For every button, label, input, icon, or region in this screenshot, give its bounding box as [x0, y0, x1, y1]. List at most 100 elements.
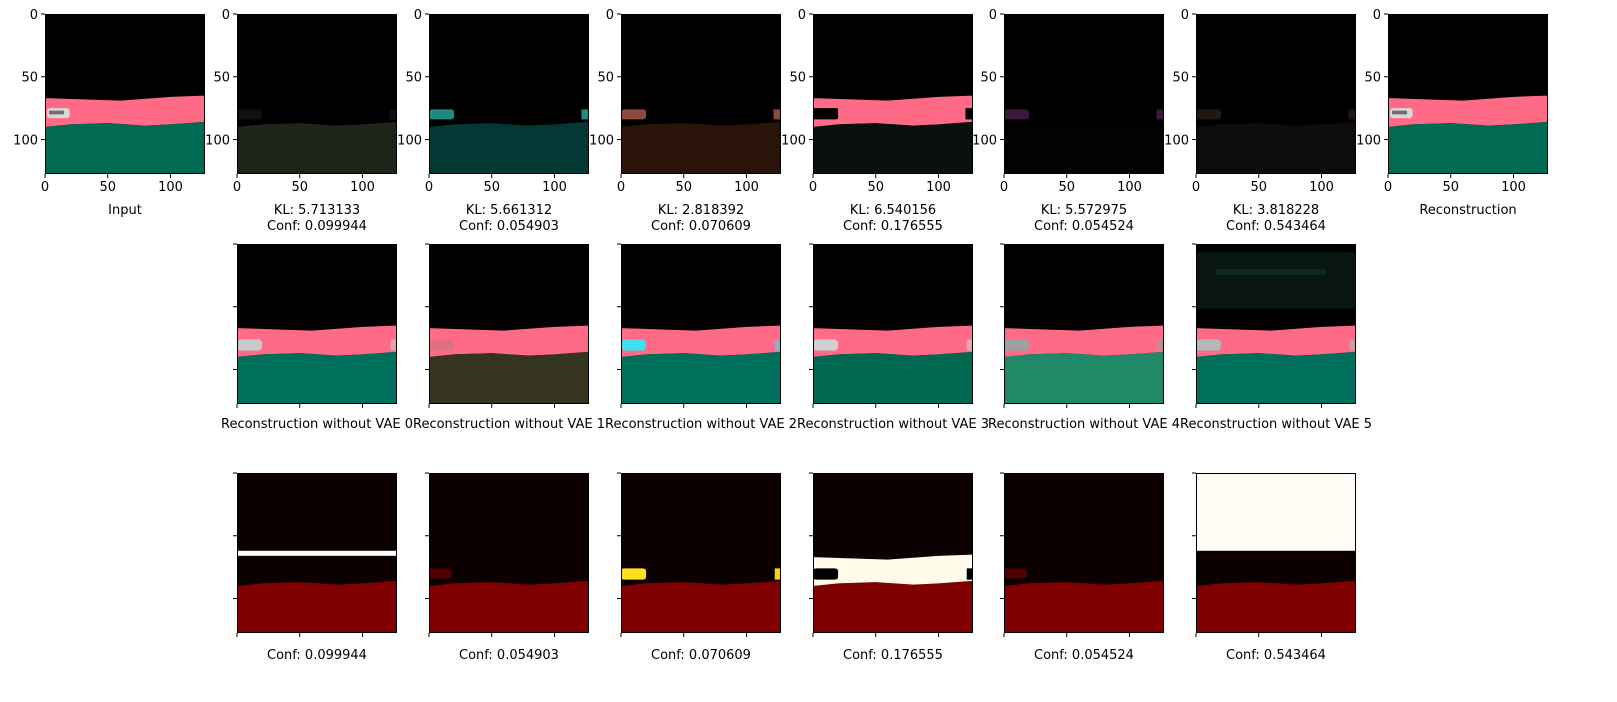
axes-frame [429, 473, 589, 633]
panel-row1-4 [813, 14, 973, 174]
x-tick-label: 100 [350, 180, 375, 195]
panel-caption: Conf: 0.070609 [651, 648, 751, 663]
x-tick-label: 0 [809, 180, 817, 195]
panel-caption: Input [108, 203, 142, 218]
axes-frame [1004, 14, 1164, 174]
panel-row1-2 [429, 14, 589, 174]
ground [1004, 580, 1164, 633]
ground [237, 121, 397, 174]
y-tick-label: 0 [30, 8, 38, 23]
panel-caption: Conf: 0.054903 [459, 648, 559, 663]
axes-frame [45, 14, 205, 174]
x-tick-label: 0 [1192, 180, 1200, 195]
car-shadow-right [966, 568, 973, 580]
axes-frame [237, 473, 397, 633]
hot-car [621, 568, 647, 580]
panel-row1-7 [1388, 14, 1548, 174]
y-tick-label: 100 [781, 133, 806, 148]
panel-caption: KL: 5.713133 [274, 203, 360, 218]
car-right [1157, 339, 1164, 351]
y-tick-label: 0 [989, 8, 997, 23]
panel-caption: Conf: 0.054903 [459, 219, 559, 234]
ground [1196, 121, 1356, 174]
panel-row1-1 [237, 14, 397, 174]
x-tick-label: 50 [99, 180, 116, 195]
panel-row2-3 [813, 244, 973, 404]
ground [813, 351, 973, 404]
panel-row2-4 [1004, 244, 1164, 404]
car-window [1392, 110, 1408, 115]
car [621, 109, 647, 120]
x-tick-label: 100 [542, 180, 567, 195]
x-tick-label: 100 [734, 180, 759, 195]
axes-frame [429, 14, 589, 174]
x-tick-label: 0 [1384, 180, 1392, 195]
road [45, 95, 205, 127]
hot-car-right [774, 568, 781, 580]
panel-caption: Reconstruction without VAE 1 [413, 417, 605, 432]
y-tick-label: 50 [405, 71, 422, 86]
car [1004, 109, 1030, 120]
noise-band [1216, 269, 1326, 275]
y-tick-label: 0 [606, 8, 614, 23]
road [621, 325, 781, 357]
axes-frame [1196, 473, 1356, 633]
x-tick-label: 0 [1000, 180, 1008, 195]
panel-caption: Reconstruction without VAE 5 [1180, 417, 1372, 432]
y-tick-label: 50 [21, 71, 38, 86]
panel-caption: KL: 3.818228 [1233, 203, 1319, 218]
road [813, 325, 973, 357]
x-tick-label: 50 [675, 180, 692, 195]
panel-caption: Reconstruction without VAE 2 [605, 417, 797, 432]
panel-row1-0 [45, 14, 205, 174]
ground [237, 351, 397, 404]
road [1004, 325, 1164, 357]
car-right [1156, 109, 1164, 120]
y-tick-label: 50 [1364, 71, 1381, 86]
ground [45, 121, 205, 174]
ground [1196, 351, 1356, 404]
panel-caption: Conf: 0.543464 [1226, 219, 1326, 234]
panel-caption: Conf: 0.176555 [843, 219, 943, 234]
ground [621, 351, 781, 404]
car [621, 339, 647, 351]
x-tick-label: 0 [425, 180, 433, 195]
panel-caption: Conf: 0.176555 [843, 648, 943, 663]
panel-row2-5 [1196, 244, 1356, 404]
axes-frame [237, 14, 397, 174]
axes-frame [429, 244, 589, 404]
panel-row3-1 [429, 473, 589, 633]
panel-caption: Reconstruction without VAE 3 [797, 417, 989, 432]
panel-caption: Reconstruction without VAE 0 [221, 417, 413, 432]
car [1196, 109, 1222, 120]
car-right [582, 339, 589, 351]
panel-caption: Conf: 0.054524 [1034, 648, 1134, 663]
x-tick-label: 50 [1058, 180, 1075, 195]
panel-caption: Conf: 0.070609 [651, 219, 751, 234]
ground [1388, 121, 1548, 174]
car [237, 339, 263, 351]
axes-frame [621, 473, 781, 633]
y-tick-label: 50 [789, 71, 806, 86]
ground [813, 121, 973, 174]
car-right [1348, 109, 1356, 120]
axes-frame [1004, 244, 1164, 404]
y-tick-label: 0 [222, 8, 230, 23]
car-right [390, 339, 397, 351]
x-tick-label: 100 [926, 180, 951, 195]
y-tick-label: 100 [972, 133, 997, 148]
ground [621, 121, 781, 174]
white-region [1196, 473, 1356, 551]
panel-row1-5 [1004, 14, 1164, 174]
ground [1004, 121, 1164, 174]
panel-caption: KL: 5.572975 [1041, 203, 1127, 218]
axes-frame [237, 244, 397, 404]
x-tick-label: 100 [1309, 180, 1334, 195]
y-tick-label: 0 [1373, 8, 1381, 23]
y-tick-label: 100 [205, 133, 230, 148]
panel-caption: Conf: 0.099944 [267, 219, 367, 234]
y-tick-label: 50 [980, 71, 997, 86]
x-tick-label: 100 [1117, 180, 1142, 195]
panel-row2-0 [237, 244, 397, 404]
panel-caption: KL: 6.540156 [850, 203, 936, 218]
